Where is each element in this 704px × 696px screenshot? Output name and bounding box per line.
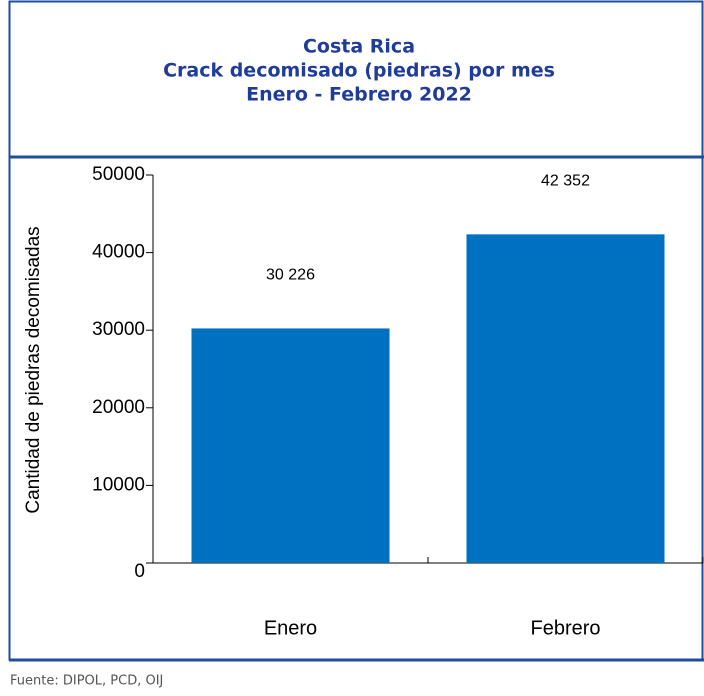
y-tick-label: 50000 (92, 164, 145, 185)
y-axis-label: Cantidad de piedras decomisadas (23, 226, 44, 513)
x-tick-label: Enero (264, 617, 317, 639)
y-tick-label: 20000 (92, 397, 145, 418)
value-label: 30 226 (266, 267, 315, 284)
y-tick-label: 40000 (92, 242, 145, 263)
bar (191, 328, 390, 563)
y-tick-label: 0 (134, 561, 145, 582)
chart-period: Enero - Febrero 2022 (246, 84, 472, 106)
bar (466, 234, 665, 563)
value-label: 42 352 (541, 173, 590, 190)
chart-subtitle: Crack decomisado (piedras) por mes (163, 60, 555, 82)
y-tick-label: 30000 (92, 319, 145, 340)
chart-title: Costa Rica (303, 36, 415, 58)
y-tick-label: 10000 (92, 474, 145, 495)
x-tick-label: Febrero (530, 617, 600, 639)
source: Fuente: DIPOL, PCD, OIJ (10, 674, 163, 689)
